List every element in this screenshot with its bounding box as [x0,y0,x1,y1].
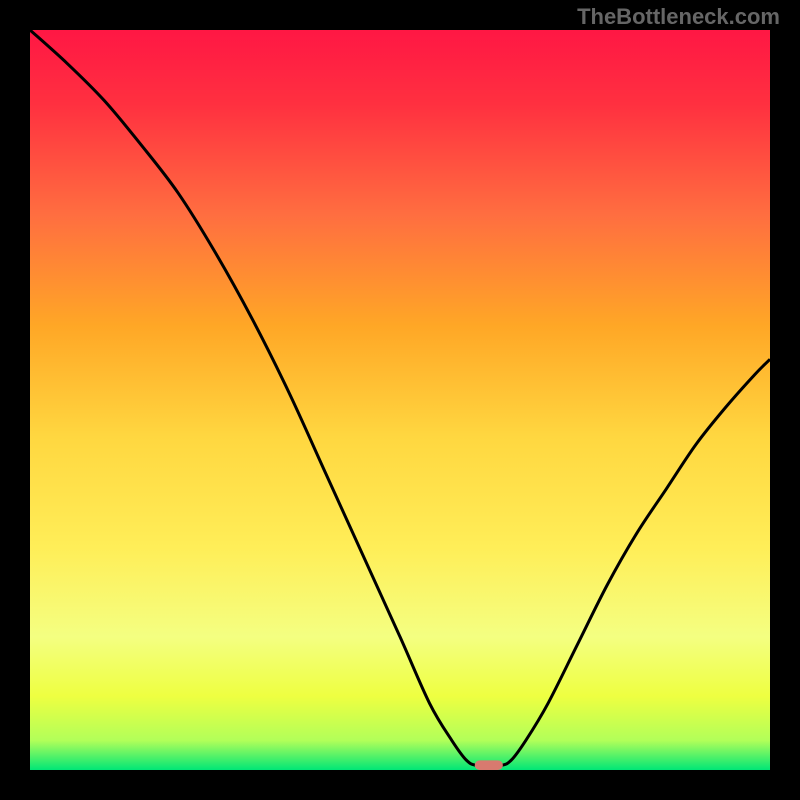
gradient-background [30,30,770,770]
bottleneck-chart [30,30,770,770]
optimal-marker [475,760,503,770]
attribution-text: TheBottleneck.com [577,4,780,30]
chart-container: { "attribution": { "text": "TheBottlenec… [0,0,800,800]
